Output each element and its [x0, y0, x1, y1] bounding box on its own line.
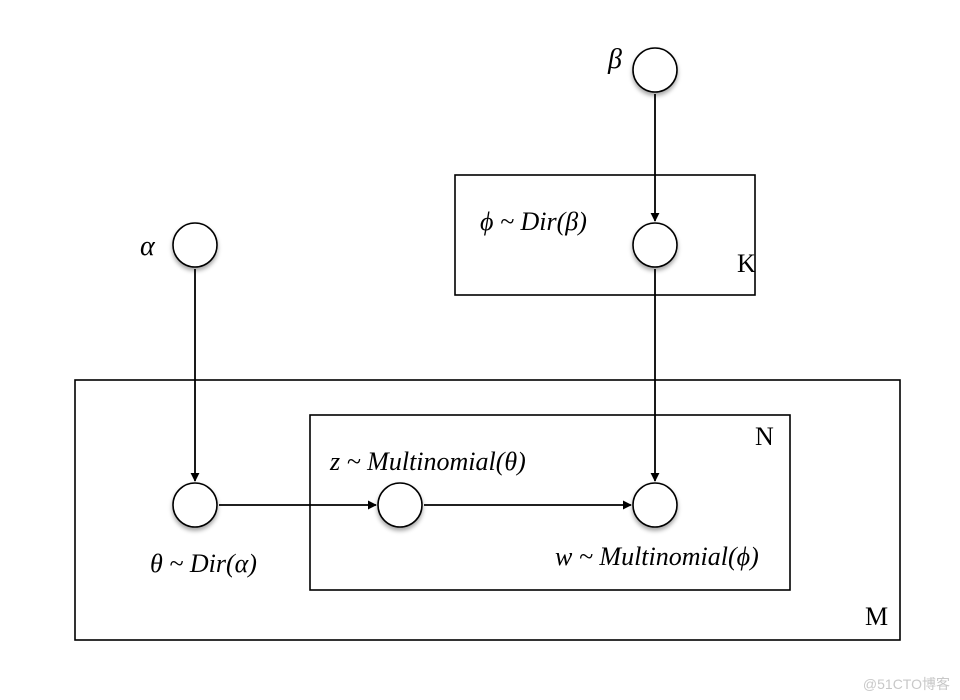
watermark: @51CTO博客 — [863, 674, 950, 694]
label-w_dist: w ~ Multinomial(ϕ) — [555, 542, 759, 571]
label-alpha_sym: α — [140, 231, 156, 262]
node-theta — [173, 483, 217, 527]
node-z — [378, 483, 422, 527]
node-phi — [633, 223, 677, 267]
plate-label-M: M — [865, 602, 888, 631]
plate-label-K: K — [737, 249, 756, 278]
label-z_dist: z ~ Multinomial(θ) — [329, 447, 526, 476]
plate-diagram: M N Kα β ϕ ~ Dir(β) θ ~ Dir(α) z ~ Multinomial… — [0, 0, 960, 700]
node-w — [633, 483, 677, 527]
label-theta_dist: θ ~ Dir(α) — [150, 549, 257, 578]
label-beta_sym: β — [607, 44, 622, 75]
plate-label-N: N — [755, 422, 774, 451]
node-alpha — [173, 223, 217, 267]
label-phi_dist: ϕ ~ Dir(β) — [480, 207, 587, 236]
node-beta — [633, 48, 677, 92]
